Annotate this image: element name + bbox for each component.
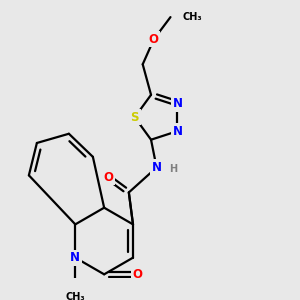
Text: O: O — [133, 268, 142, 281]
Text: N: N — [172, 97, 182, 110]
Text: N: N — [152, 161, 162, 174]
Text: CH₃: CH₃ — [183, 12, 203, 22]
Text: CH₃: CH₃ — [65, 292, 85, 300]
Text: S: S — [130, 111, 139, 124]
Text: N: N — [70, 251, 80, 264]
Text: N: N — [172, 124, 182, 138]
Text: O: O — [149, 33, 159, 46]
Text: O: O — [103, 171, 113, 184]
Text: H: H — [169, 164, 177, 174]
